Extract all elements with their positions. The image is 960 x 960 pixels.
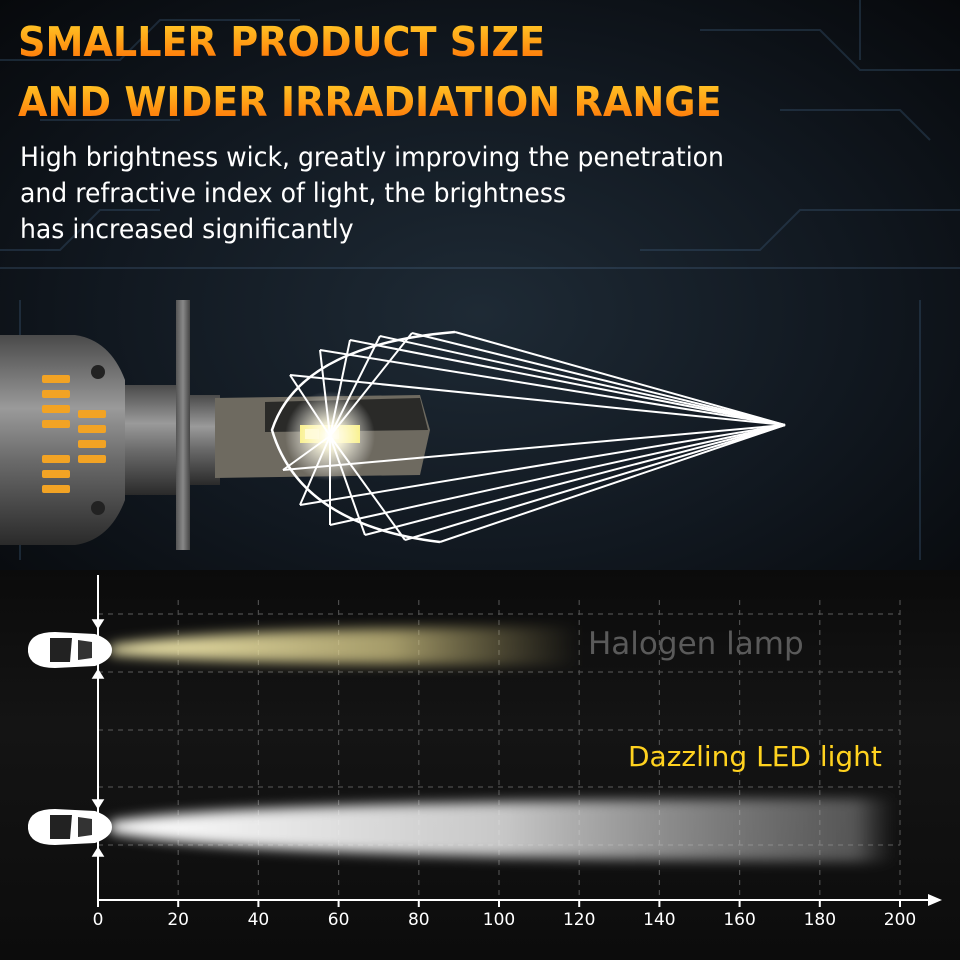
x-tick-label: 120 <box>562 910 596 930</box>
headline-line-1: SMALLER PRODUCT SIZE <box>18 18 546 66</box>
x-tick-label: 40 <box>247 910 270 930</box>
halogen-label: Halogen lamp <box>588 626 804 662</box>
description-line-3: has increased significantly <box>20 214 354 245</box>
x-tick-label: 0 <box>92 910 104 930</box>
circuit-pattern <box>0 0 960 560</box>
x-tick-label: 60 <box>327 910 350 930</box>
halogen-beam <box>110 626 580 666</box>
description-line-1: High brightness wick, greatly improving … <box>20 142 724 173</box>
headline-line-2: AND WIDER IRRADIATION RANGE <box>18 78 722 126</box>
beam-comparison-chart <box>28 575 942 907</box>
x-tick-label: 20 <box>167 910 189 930</box>
x-tick-label: 80 <box>407 910 430 930</box>
car-icon <box>28 809 112 845</box>
x-tick-label: 200 <box>883 910 917 930</box>
led-label: Dazzling LED light <box>628 740 882 773</box>
led-beam <box>110 798 895 862</box>
car-icon <box>28 632 112 668</box>
x-tick-label: 100 <box>482 910 516 930</box>
description-line-2: and refractive index of light, the brigh… <box>20 178 567 209</box>
x-tick-label: 180 <box>803 910 837 930</box>
x-tick-label: 160 <box>723 910 756 930</box>
x-tick-label: 140 <box>643 910 676 930</box>
led-bulb-icon <box>0 300 786 550</box>
